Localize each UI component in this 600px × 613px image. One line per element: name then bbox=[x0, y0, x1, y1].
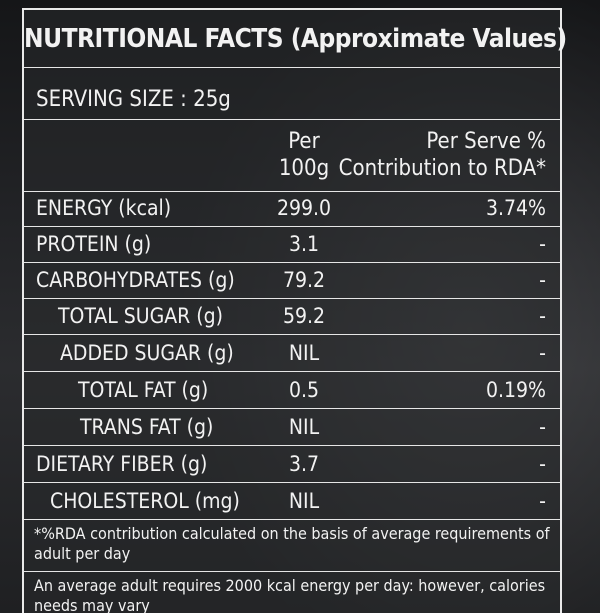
nutrition-title: NUTRITIONAL FACTS (Approximate Values) bbox=[24, 24, 567, 54]
nutrient-name: TOTAL SUGAR (g) bbox=[58, 304, 224, 328]
nutrient-rda: 0.19% bbox=[485, 378, 546, 402]
nutrient-per100g: 0.5 bbox=[288, 378, 320, 402]
title-row: NUTRITIONAL FACTS (Approximate Values) bbox=[24, 10, 567, 68]
nutrient-name: ENERGY (kcal) bbox=[36, 196, 172, 220]
nutrient-rda: - bbox=[539, 452, 546, 476]
nutrient-name: TRANS FAT (g) bbox=[80, 415, 214, 439]
nutrient-name: DIETARY FIBER (g) bbox=[36, 452, 208, 476]
nutrient-name: TOTAL FAT (g) bbox=[78, 378, 209, 402]
table-row bbox=[24, 263, 560, 299]
rda-footnote: *%RDA contribution calculated on the bas… bbox=[34, 524, 550, 563]
nutrient-per100g: 59.2 bbox=[282, 304, 326, 328]
nutrient-rda: - bbox=[539, 415, 546, 439]
rda-header: Per Serve % Contribution to RDA* bbox=[339, 128, 546, 182]
table-row bbox=[24, 372, 560, 409]
serving-size: SERVING SIZE : 25g bbox=[36, 87, 231, 112]
nutrient-rda: - bbox=[539, 341, 546, 365]
nutrient-per100g: 79.2 bbox=[282, 268, 326, 292]
table-row bbox=[24, 335, 560, 372]
per-header-line1: Per bbox=[288, 129, 320, 154]
table-row bbox=[24, 483, 560, 520]
table-row bbox=[24, 192, 560, 227]
nutrient-name: PROTEIN (g) bbox=[36, 232, 152, 256]
per-100g-header: Per 100g bbox=[264, 128, 344, 182]
nutrient-per100g: NIL bbox=[288, 415, 320, 439]
nutrient-rda: - bbox=[539, 232, 546, 256]
table-row bbox=[24, 446, 560, 483]
nutrient-per100g: 299.0 bbox=[276, 196, 332, 220]
nutrient-rda: - bbox=[539, 489, 546, 513]
energy-footnote: An average adult requires 2000 kcal ener… bbox=[34, 576, 546, 613]
rda-header-line2: Contribution to RDA* bbox=[338, 156, 546, 181]
nutrient-name: CHOLESTEROL (mg) bbox=[50, 489, 240, 513]
table-row bbox=[24, 299, 560, 335]
serving-size-row bbox=[24, 68, 560, 120]
nutrient-per100g: NIL bbox=[288, 489, 320, 513]
nutrient-per100g: NIL bbox=[288, 341, 320, 365]
nutrient-rda: - bbox=[539, 304, 546, 328]
column-header-row bbox=[24, 120, 560, 192]
nutrition-facts-panel: NUTRITIONAL FACTS (Approximate Values) S… bbox=[22, 8, 567, 613]
per-header-line2: 100g bbox=[278, 156, 330, 181]
nutrient-per100g: 3.7 bbox=[288, 452, 320, 476]
rda-header-line1: Per Serve % bbox=[426, 129, 546, 154]
nutrient-name: CARBOHYDRATES (g) bbox=[36, 268, 235, 292]
footnote-row bbox=[24, 520, 560, 572]
nutrient-rda: 3.74% bbox=[485, 196, 546, 220]
nutrient-per100g: 3.1 bbox=[288, 232, 320, 256]
table-row bbox=[24, 409, 560, 446]
nutrient-rda: - bbox=[539, 268, 546, 292]
table-row bbox=[24, 227, 560, 263]
nutrient-name: ADDED SUGAR (g) bbox=[60, 341, 234, 365]
